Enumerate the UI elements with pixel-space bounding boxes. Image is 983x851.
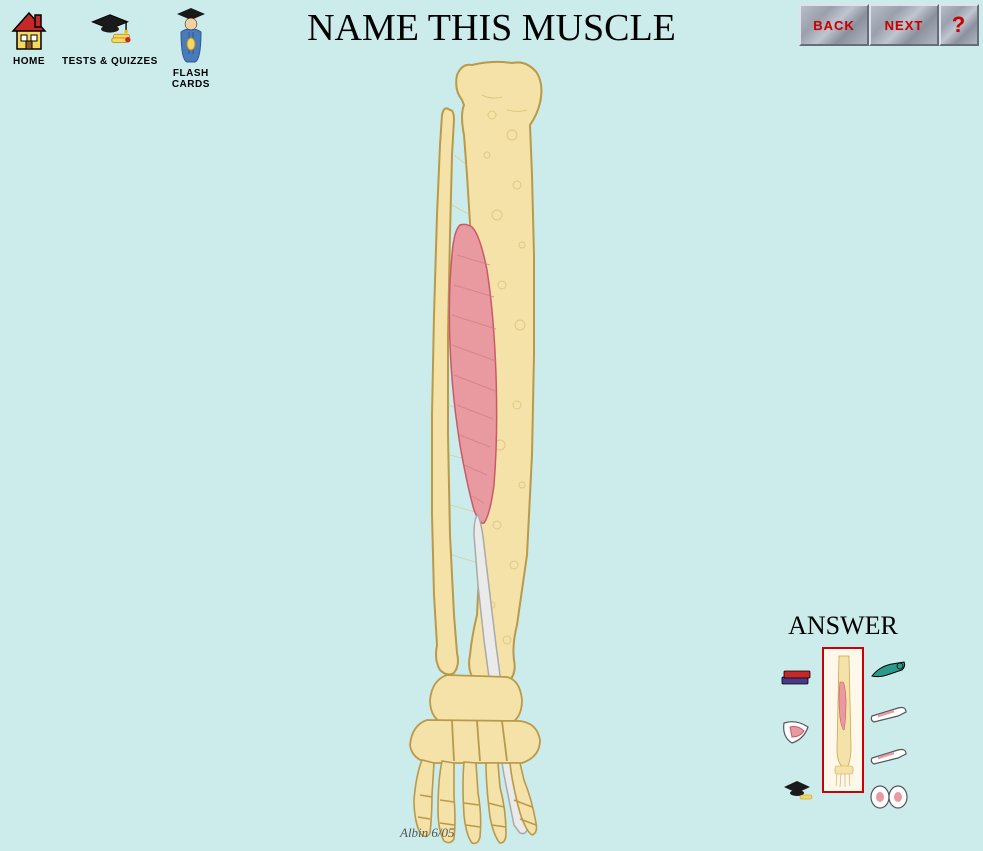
graduation-thumbnail[interactable] (776, 772, 818, 808)
help-button[interactable]: ? (939, 4, 979, 46)
back-button[interactable]: BACK (799, 4, 869, 46)
answer-grid (743, 647, 943, 821)
graduation-cap-icon (85, 4, 135, 54)
action-view-2-thumbnail[interactable] (868, 695, 910, 731)
muscle-origin-thumbnail[interactable] (776, 716, 818, 752)
flash-cards-nav-button[interactable]: FLASHCARDS (166, 4, 216, 90)
answer-grid-right-column (868, 647, 910, 821)
next-button[interactable]: NEXT (869, 4, 939, 46)
artist-signature: Albin 6/05 (400, 825, 455, 841)
books-thumbnail[interactable] (776, 660, 818, 696)
answer-panel: ANSWER (743, 611, 943, 821)
tests-quizzes-nav-button[interactable]: TESTS & QUIZZES (62, 4, 158, 67)
action-view-3-thumbnail[interactable] (868, 737, 910, 773)
anatomy-figure (372, 55, 612, 845)
home-label: HOME (13, 56, 45, 67)
current-view-thumbnail[interactable] (822, 647, 864, 793)
answer-grid-left-column (776, 647, 818, 821)
home-nav-button[interactable]: HOME (4, 4, 54, 67)
cross-section-thumbnail[interactable] (868, 779, 910, 815)
page-title: NAME THIS MUSCLE (307, 6, 676, 50)
answer-title: ANSWER (743, 611, 943, 641)
navigation-buttons: BACK NEXT ? (799, 4, 979, 46)
flash-cards-label: FLASHCARDS (172, 68, 210, 90)
top-navigation: HOME TESTS & QUIZZES (4, 4, 216, 90)
tests-quizzes-label: TESTS & QUIZZES (62, 56, 158, 67)
home-icon (4, 4, 54, 54)
action-view-1-thumbnail[interactable] (868, 653, 910, 689)
graduate-person-icon (166, 4, 216, 66)
